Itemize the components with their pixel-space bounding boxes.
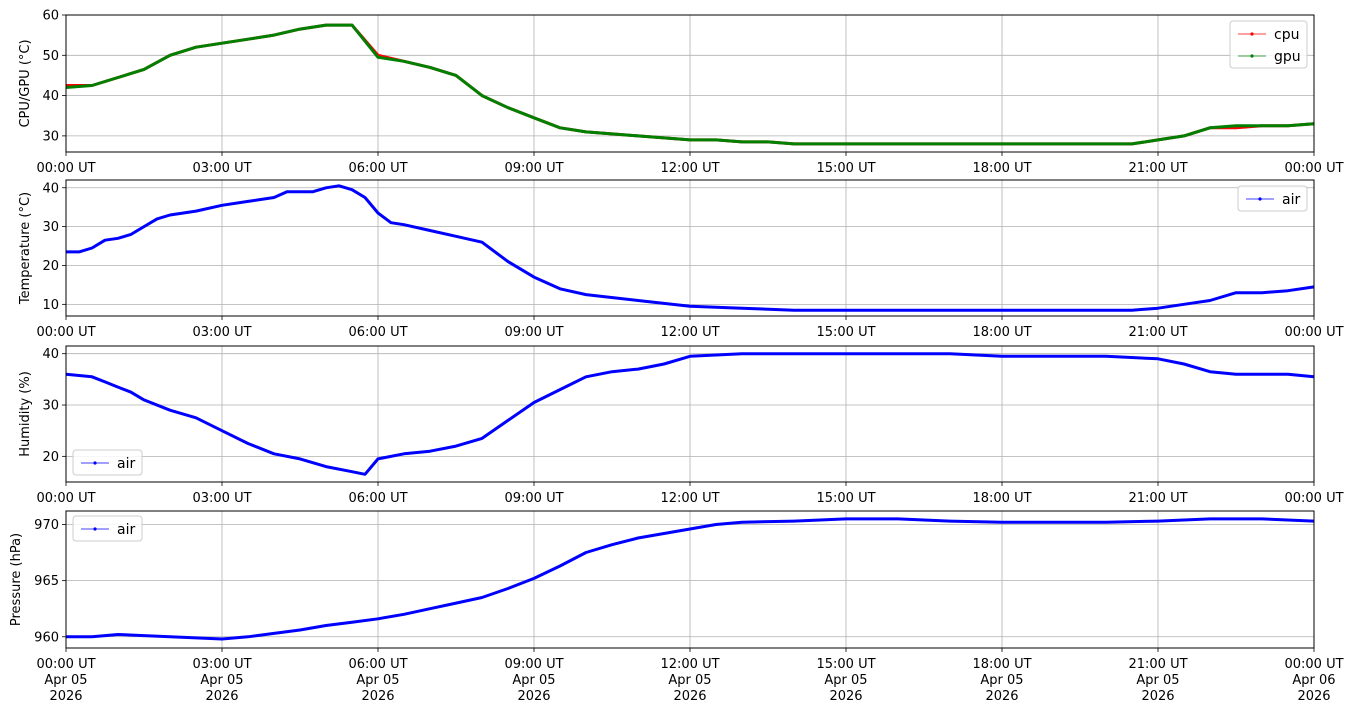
panel-2: 00:00 UT 03:00 UT 06:00 UT 09:00 UT 12:00 UT…	[18, 179, 1344, 340]
x-tick-label: 09:00 UT	[504, 491, 563, 506]
legend-label: air	[117, 522, 135, 538]
panel-1: 00:00 UT 03:00 UT 06:00 UT 09:00 UT 12:00 UT…	[18, 9, 1344, 177]
panel-3: 00:00 UT 03:00 UT 06:00 UT 09:00 UT 12:00 UT…	[18, 345, 1344, 506]
axes-frame	[65, 510, 1315, 649]
x-tick-label: 12:00 UT Apr 05 2026	[660, 657, 719, 704]
axes-frame	[65, 14, 1315, 153]
x-tick-label: 09:00 UT	[504, 325, 563, 340]
y-tick-label: 970	[34, 518, 59, 533]
y-tick-label: 960	[34, 630, 59, 645]
y-tick-label: 30	[42, 129, 59, 144]
x-tick-label: 18:00 UT	[972, 325, 1031, 340]
y-tick-label: 965	[34, 574, 59, 589]
x-tick-label: 03:00 UT	[192, 491, 251, 506]
x-tick-label: 00:00 UT	[1284, 161, 1343, 176]
legend-box	[72, 515, 143, 542]
x-tick-label: 21:00 UT	[1128, 491, 1187, 506]
x-tick-label: 09:00 UT	[504, 161, 563, 176]
y-tick-label: 40	[42, 89, 59, 104]
x-tick-label: 00:00 UT	[1284, 325, 1343, 340]
x-tick-label: 00:00 UT	[1284, 491, 1343, 506]
legend: air	[72, 449, 143, 476]
y-tick-label: 40	[42, 347, 59, 362]
x-tick-label: 15:00 UT	[816, 491, 875, 506]
series-air-line	[66, 184, 1315, 312]
x-tick-label: 00:00 UT	[36, 491, 95, 506]
x-tick-label: 15:00 UT	[816, 161, 875, 176]
x-tick-label: 18:00 UT	[972, 161, 1031, 176]
panel-4: 00:00 UT Apr 05 2026 03:00 UT Apr 05 2026 06:0…	[9, 510, 1344, 704]
x-tick-label: 09:00 UT Apr 05 2026	[504, 657, 563, 704]
y-tick-label: 60	[42, 9, 59, 24]
legend-label: air	[1282, 192, 1300, 208]
legend-box	[72, 449, 143, 476]
y-axis-label: Humidity (%)	[18, 371, 33, 457]
legend: cpu gpu	[1229, 20, 1308, 69]
x-tick-label: 15:00 UT Apr 05 2026	[816, 657, 875, 704]
x-tick-label: 06:00 UT Apr 05 2026	[348, 657, 407, 704]
legend-marker	[1250, 54, 1254, 58]
axes-frame	[65, 179, 1315, 317]
x-tick-label: 21:00 UT Apr 05 2026	[1128, 657, 1187, 704]
legend-label: gpu	[1274, 49, 1301, 65]
y-tick-label: 30	[42, 399, 59, 414]
x-tick-label: 00:00 UT	[36, 325, 95, 340]
y-tick-label: 20	[42, 450, 59, 465]
x-tick-label: 12:00 UT	[660, 491, 719, 506]
x-tick-label: 21:00 UT	[1128, 325, 1187, 340]
x-tick-label: 00:00 UT Apr 06 2026	[1284, 657, 1343, 704]
y-tick-label: 40	[42, 181, 59, 196]
legend: air	[1237, 185, 1308, 212]
y-axis-label: CPU/GPU (°C)	[18, 39, 33, 127]
y-axis-label: Pressure (hPa)	[9, 533, 24, 626]
x-tick-label: 21:00 UT	[1128, 161, 1187, 176]
legend-marker	[93, 527, 97, 531]
x-tick-label: 00:00 UT	[36, 161, 95, 176]
x-tick-label: 15:00 UT	[816, 325, 875, 340]
x-tick-label: 06:00 UT	[348, 491, 407, 506]
legend-marker	[1258, 197, 1262, 201]
x-tick-label: 03:00 UT Apr 05 2026	[192, 657, 251, 704]
legend-label: cpu	[1274, 27, 1299, 43]
y-tick-label: 30	[42, 220, 59, 235]
y-tick-label: 20	[42, 259, 59, 274]
x-tick-label: 06:00 UT	[348, 325, 407, 340]
x-tick-label: 18:00 UT Apr 05 2026	[972, 657, 1031, 704]
series-air-line	[66, 517, 1315, 641]
x-tick-label: 18:00 UT	[972, 491, 1031, 506]
axes-frame	[65, 345, 1315, 483]
x-tick-label: 03:00 UT	[192, 161, 251, 176]
legend-marker	[1250, 32, 1254, 36]
series-air-line	[65, 352, 1315, 476]
y-tick-label: 10	[42, 298, 59, 313]
series-gpu-line	[65, 23, 1315, 146]
legend-marker	[93, 461, 97, 465]
x-tick-label: 00:00 UT Apr 05 2026	[36, 657, 95, 704]
y-tick-label: 50	[42, 49, 59, 64]
x-tick-label: 12:00 UT	[660, 161, 719, 176]
legend-box	[1237, 185, 1308, 212]
y-axis-label: Temperature (°C)	[18, 192, 33, 305]
legend: air	[72, 515, 143, 542]
legend-label: air	[117, 456, 135, 472]
x-tick-label: 03:00 UT	[192, 325, 251, 340]
x-tick-label: 12:00 UT	[660, 325, 719, 340]
x-tick-label: 06:00 UT	[348, 161, 407, 176]
